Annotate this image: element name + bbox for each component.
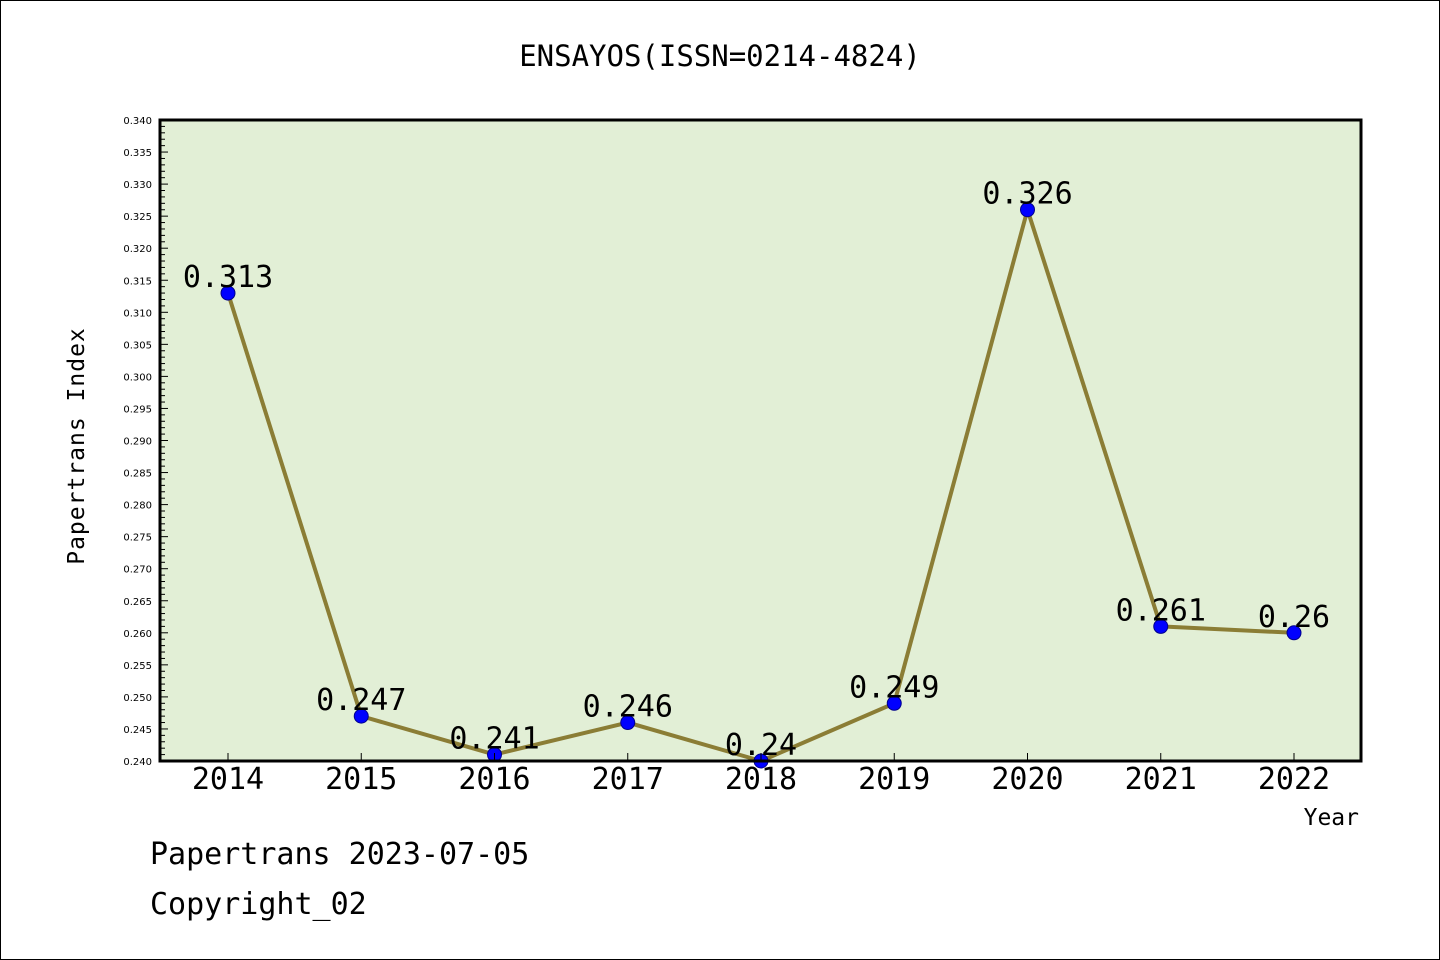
- y-tick-label: 0.265: [123, 597, 152, 608]
- data-point: [620, 715, 636, 731]
- data-point: [1153, 618, 1169, 634]
- y-tick-label: 0.245: [123, 725, 152, 736]
- footer-date: Papertrans 2023-07-05: [150, 837, 529, 872]
- data-point: [1020, 202, 1035, 218]
- y-tick-label: 0.330: [123, 180, 152, 191]
- data-label: 0.326: [982, 177, 1072, 212]
- y-tick-label: 0.340: [123, 116, 152, 127]
- y-tick-label: 0.240: [123, 757, 152, 768]
- y-tick-label: 0.280: [123, 501, 152, 512]
- x-tick-label: 2015: [325, 762, 397, 797]
- data-label: 0.313: [183, 260, 273, 295]
- y-tick-label: 0.270: [123, 565, 152, 576]
- data-point: [886, 695, 902, 711]
- y-tick-label: 0.275: [123, 533, 152, 544]
- x-tick-label: 2019: [858, 762, 930, 797]
- y-tick-label: 0.255: [123, 661, 152, 672]
- data-point: [353, 708, 369, 724]
- plot-border: [158, 118, 1363, 763]
- data-point: [220, 285, 236, 301]
- x-tick-label: 2020: [991, 762, 1063, 797]
- y-tick-label: 0.300: [123, 372, 152, 383]
- x-tick-label: 2021: [1125, 762, 1197, 797]
- y-tick-label: 0.250: [123, 693, 152, 704]
- plot-area: [160, 120, 1361, 761]
- footer-copyright: Copyright_02: [150, 887, 367, 922]
- y-tick-label: 0.320: [123, 244, 152, 255]
- x-tick-label: 2017: [592, 762, 664, 797]
- x-tick-label: 2022: [1258, 762, 1330, 797]
- x-axis-ticks: 2014 2015 2016 2017 2018 2019 2020 2021 2022: [192, 753, 1330, 797]
- x-tick-label: 2018: [725, 762, 797, 797]
- x-tick-label: 2014: [192, 762, 264, 797]
- x-tick-label: 2016: [458, 762, 530, 797]
- y-tick-label: 0.310: [123, 308, 152, 319]
- data-point: [1286, 625, 1302, 641]
- data-label: 0.241: [449, 722, 539, 757]
- y-tick-label: 0.335: [123, 148, 152, 159]
- data-label: 0.246: [583, 690, 673, 725]
- y-axis-label: Papertrans Index: [64, 327, 90, 565]
- data-label: 0.26: [1258, 600, 1330, 635]
- y-tick-label: 0.285: [123, 469, 152, 480]
- y-tick-label: 0.325: [123, 212, 152, 223]
- y-tick-label: 0.295: [123, 404, 152, 415]
- y-tick-label: 0.290: [123, 437, 152, 448]
- data-label: 0.249: [849, 670, 939, 705]
- data-label: 0.247: [316, 683, 406, 718]
- y-tick-label: 0.260: [123, 629, 152, 640]
- y-tick-label: 0.315: [123, 276, 152, 287]
- data-label: 0.261: [1116, 593, 1206, 628]
- chart-title: ENSAYOS(ISSN=0214-4824): [519, 39, 921, 73]
- y-axis-ticks: 0.240 0.245 0.250 0.255 0.260 0.265 0.270 0.275…: [123, 116, 168, 768]
- y-tick-label: 0.305: [123, 340, 152, 351]
- x-axis-label: Year: [1304, 805, 1359, 831]
